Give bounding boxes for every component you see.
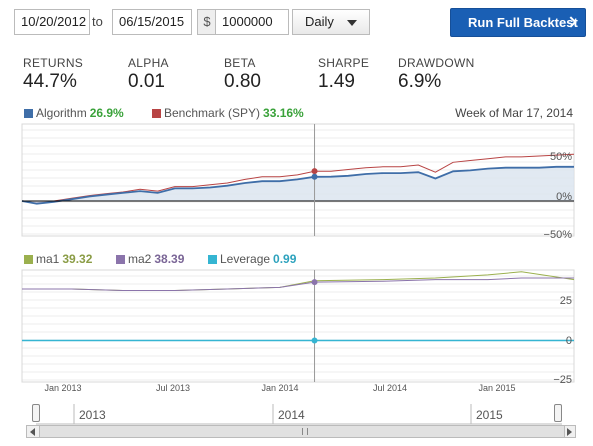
legend-value: 39.32: [62, 252, 93, 266]
metric-label: RETURNS: [23, 56, 84, 70]
indicator-chart[interactable]: 25 0 −25 Jan 2013 Jul 2013 Jan 2014 Jul …: [0, 266, 593, 398]
legend-value: 26.9%: [89, 106, 124, 120]
metric-value: 1.49: [318, 71, 355, 92]
x-tick-label: Jul 2013: [156, 383, 190, 393]
navigator-year-label: 2014: [278, 408, 305, 422]
legend-name: ma1: [36, 252, 60, 266]
navigator-year-label: 2015: [476, 408, 503, 422]
metric-value: 0.80: [224, 71, 261, 92]
caret-down-icon: [347, 20, 357, 26]
legend-value: 33.16%: [263, 106, 304, 120]
x-tick-label: Jul 2014: [373, 383, 407, 393]
algorithm-hover-marker: [311, 173, 318, 180]
hover-week-label: Week of Mar 17, 2014: [455, 106, 573, 120]
x-tick-label: Jan 2015: [478, 383, 515, 393]
returns-grid: [21, 123, 575, 237]
metric-beta: BETA 0.80: [224, 56, 261, 93]
run-full-backtest-button[interactable]: Run Full Backtest: [450, 8, 586, 37]
y-tick-label: 25: [560, 295, 572, 307]
start-date-input[interactable]: 10/20/2012: [14, 9, 90, 35]
metric-value: 6.9%: [398, 71, 442, 92]
benchmark-hover-marker: [311, 168, 318, 175]
metric-alpha: ALPHA 0.01: [128, 56, 169, 93]
date-navigator[interactable]: 2013 2014 2015: [0, 402, 593, 426]
y-tick-label: −25: [553, 374, 572, 386]
metric-label: BETA: [224, 56, 256, 70]
algorithm-area: [22, 166, 574, 204]
metric-sharpe: SHARPE 1.49: [318, 56, 369, 93]
algorithm-swatch-icon: [24, 109, 33, 118]
legend-benchmark[interactable]: Benchmark (SPY) 33.16%: [152, 106, 304, 120]
returns-chart[interactable]: 50% 0% −50%: [0, 120, 593, 242]
to-label: to: [92, 14, 103, 29]
leverage-hover-marker: [311, 337, 318, 344]
performance-metrics: RETURNS 44.7% ALPHA 0.01 BETA 0.80 SHARP…: [0, 56, 593, 96]
legend-value: 38.39: [154, 252, 185, 266]
metric-returns: RETURNS 44.7%: [23, 56, 83, 93]
legend-leverage[interactable]: Leverage 0.99: [208, 252, 296, 266]
legend-name: Leverage: [220, 252, 271, 266]
backtest-toolbar: 10/20/2012 to 06/15/2015 $ 1000000 Daily…: [0, 0, 593, 44]
ma1-swatch-icon: [24, 255, 33, 264]
x-tick-label: Jan 2013: [44, 383, 81, 393]
legend-name: Benchmark (SPY): [164, 106, 261, 120]
ma2-swatch-icon: [116, 255, 125, 264]
legend-value: 0.99: [273, 252, 297, 266]
navigator-left-handle[interactable]: [32, 404, 40, 422]
y-tick-label: 0: [566, 335, 572, 347]
scroll-right-arrow-icon[interactable]: [567, 428, 572, 436]
capital-input[interactable]: 1000000: [215, 9, 289, 35]
metric-drawdown: DRAWDOWN 6.9%: [398, 56, 475, 93]
run-button-label: Run Full Backtest: [468, 15, 578, 30]
end-date-input[interactable]: 06/15/2015: [112, 9, 192, 35]
ma2-line: [22, 277, 574, 291]
legend-name: ma2: [128, 252, 152, 266]
x-tick-label: Jan 2014: [261, 383, 298, 393]
grip-icon: [302, 428, 308, 435]
ma1-line: [22, 271, 575, 291]
currency-symbol: $: [197, 9, 216, 35]
benchmark-swatch-icon: [152, 109, 161, 118]
legend-name: Algorithm: [36, 106, 87, 120]
metric-label: DRAWDOWN: [398, 56, 475, 70]
metric-label: ALPHA: [128, 56, 169, 70]
metric-value: 0.01: [128, 71, 165, 92]
ma2-hover-marker: [311, 279, 318, 286]
legend-ma1[interactable]: ma1 39.32: [24, 252, 92, 266]
legend-algorithm[interactable]: Algorithm 26.9%: [24, 106, 124, 120]
navigator-scrollbar[interactable]: [26, 425, 576, 438]
legend-ma2[interactable]: ma2 38.39: [116, 252, 184, 266]
indicator-grid: [21, 269, 575, 383]
leverage-swatch-icon: [208, 255, 217, 264]
y-tick-label: −50%: [544, 229, 573, 241]
metric-label: SHARPE: [318, 56, 370, 70]
y-tick-label: 50%: [550, 151, 572, 163]
frequency-value: Daily: [305, 14, 334, 29]
metric-value: 44.7%: [23, 71, 77, 92]
y-tick-label: 0%: [556, 191, 572, 203]
navigator-right-handle[interactable]: [554, 404, 562, 422]
frequency-select[interactable]: Daily: [292, 9, 370, 35]
scroll-left-arrow-icon[interactable]: [30, 428, 35, 436]
scrollbar-thumb[interactable]: [39, 426, 565, 437]
algorithm-line: [21, 165, 574, 205]
plot-frame: [21, 269, 575, 383]
navigator-year-label: 2013: [79, 408, 106, 422]
